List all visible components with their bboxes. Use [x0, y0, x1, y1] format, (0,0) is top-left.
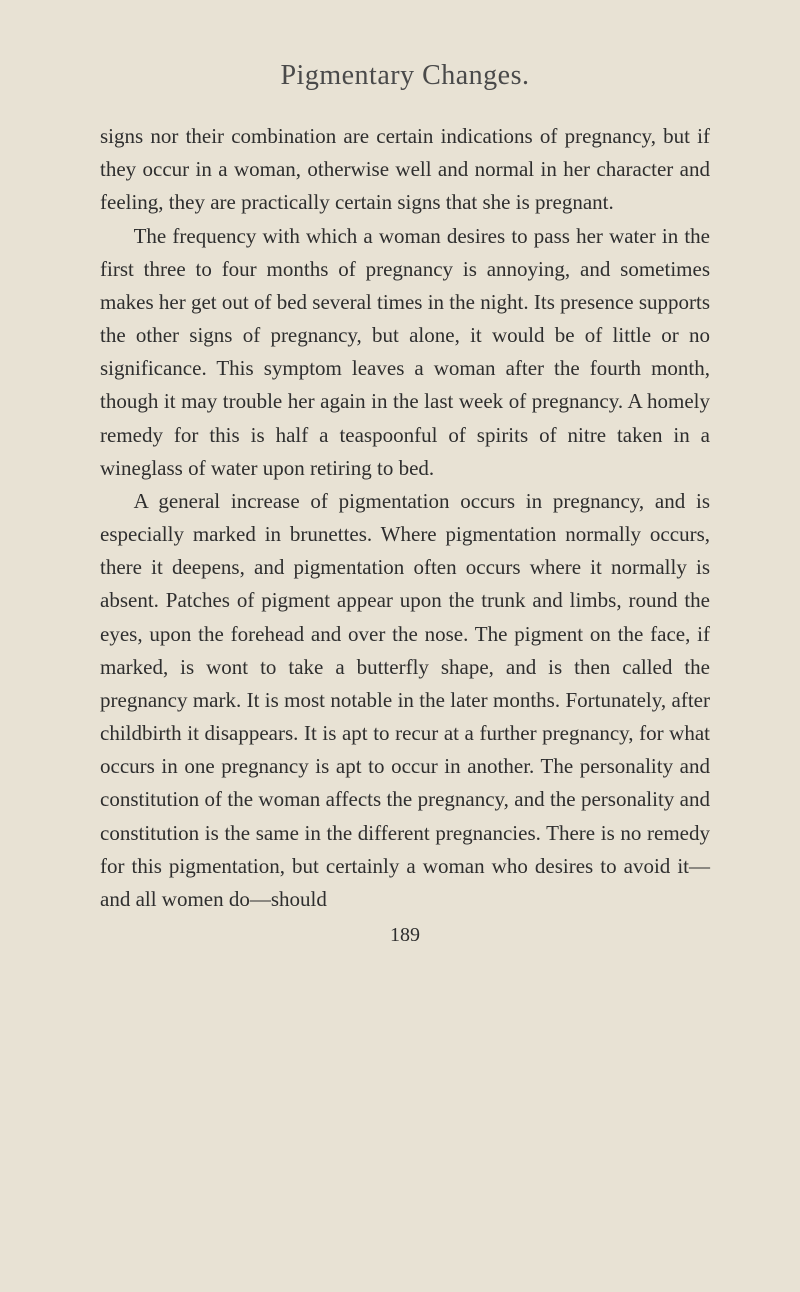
paragraph: A general increase of pigmentation occur…: [100, 485, 710, 916]
paragraph: The frequency with which a woman desires…: [100, 220, 710, 485]
page-title: Pigmentary Changes.: [100, 60, 710, 92]
page-number: 189: [100, 924, 710, 947]
body-text: signs nor their combination are certain …: [100, 120, 710, 916]
paragraph: signs nor their combination are certain …: [100, 120, 710, 220]
